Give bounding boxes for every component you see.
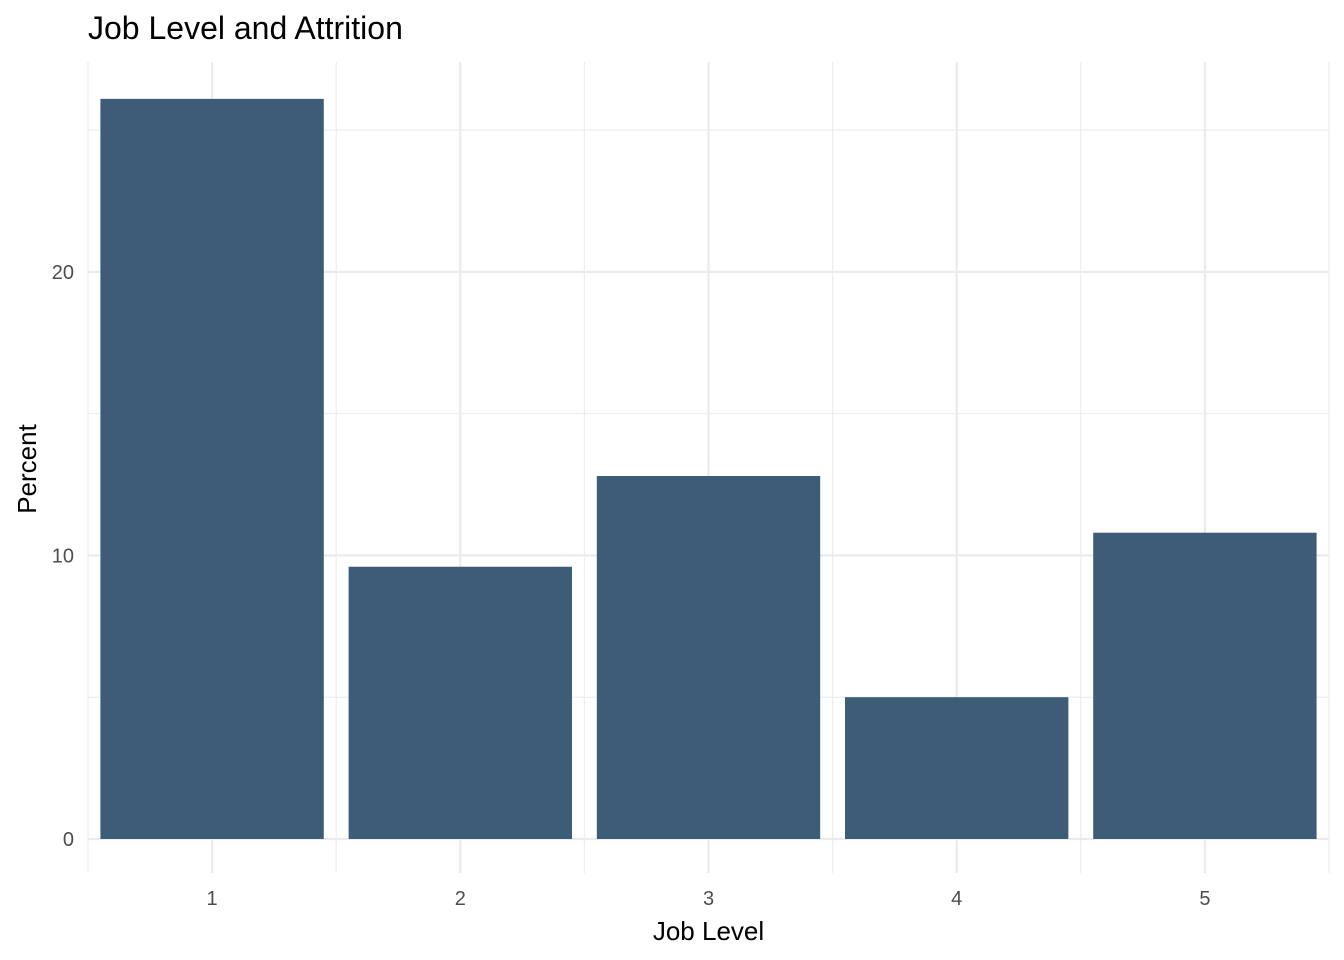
x-tick-label: 1: [207, 888, 218, 910]
y-axis-ticks: 0 10 20: [52, 262, 74, 851]
bar-level-1: [100, 98, 324, 839]
y-tick-label: 0: [63, 829, 74, 851]
y-tick-label: 10: [52, 545, 74, 567]
x-axis-title: Job Level: [653, 916, 764, 946]
y-axis-title: Percent: [12, 423, 42, 513]
bars: [100, 98, 1317, 839]
bar-level-3: [596, 476, 821, 839]
bar-level-5: [1093, 532, 1317, 839]
x-tick-label: 4: [951, 888, 962, 910]
x-tick-label: 2: [455, 888, 466, 910]
x-tick-label: 5: [1199, 888, 1210, 910]
bar-level-4: [845, 697, 1069, 839]
y-tick-label: 20: [52, 262, 74, 284]
bar-level-2: [348, 566, 572, 839]
x-tick-label: 3: [703, 888, 714, 910]
chart-title: Job Level and Attrition: [88, 10, 403, 46]
x-axis-ticks: 1 2 3 4 5: [207, 888, 1211, 910]
